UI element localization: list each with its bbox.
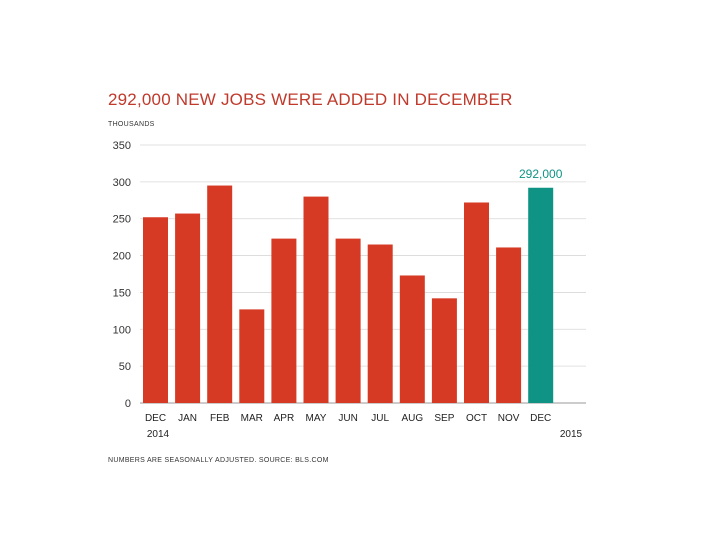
y-tick-label: 100	[113, 324, 131, 336]
x-tick-label: DEC	[530, 413, 551, 424]
y-axis-unit-label: THOUSANDS	[108, 121, 155, 128]
x-tick-label: MAR	[241, 413, 263, 424]
x-tick-label: AUG	[401, 413, 423, 424]
bar	[271, 238, 297, 403]
x-tick-label: JAN	[178, 413, 197, 424]
x-tick-label: FEB	[210, 413, 230, 424]
y-tick-label: 200	[113, 251, 131, 263]
y-tick-label: 250	[113, 214, 131, 226]
bar	[207, 185, 233, 403]
x-tick-label: APR	[274, 413, 295, 424]
x-tick-label: NOV	[498, 413, 520, 424]
bar	[399, 275, 425, 403]
year-label-start: 2014	[147, 429, 170, 440]
bar	[496, 247, 522, 403]
x-tick-label: OCT	[466, 413, 487, 424]
bar	[303, 196, 329, 403]
chart-title: 292,000 NEW JOBS WERE ADDED IN DECEMBER	[108, 90, 513, 109]
x-tick-label: DEC	[145, 413, 166, 424]
year-label-end: 2015	[560, 429, 583, 440]
bar	[335, 238, 361, 403]
bar	[143, 217, 168, 403]
y-tick-label: 50	[119, 361, 131, 373]
y-tick-label: 300	[113, 177, 131, 189]
y-tick-label: 150	[113, 287, 131, 299]
bar	[367, 244, 393, 403]
x-tick-label: MAY	[306, 413, 327, 424]
y-tick-label: 0	[125, 398, 131, 410]
data-label: 292,000	[519, 167, 563, 181]
x-tick-label: SEP	[434, 413, 454, 424]
x-tick-label: JUL	[371, 413, 389, 424]
x-tick-label: JUN	[338, 413, 357, 424]
highlight-bar	[528, 187, 554, 403]
source-note: NUMBERS ARE SEASONALLY ADJUSTED. SOURCE:…	[108, 457, 329, 464]
bar	[464, 202, 489, 403]
y-tick-label: 350	[113, 140, 131, 152]
bar	[239, 309, 265, 403]
bar	[431, 298, 457, 403]
bar	[175, 213, 201, 403]
